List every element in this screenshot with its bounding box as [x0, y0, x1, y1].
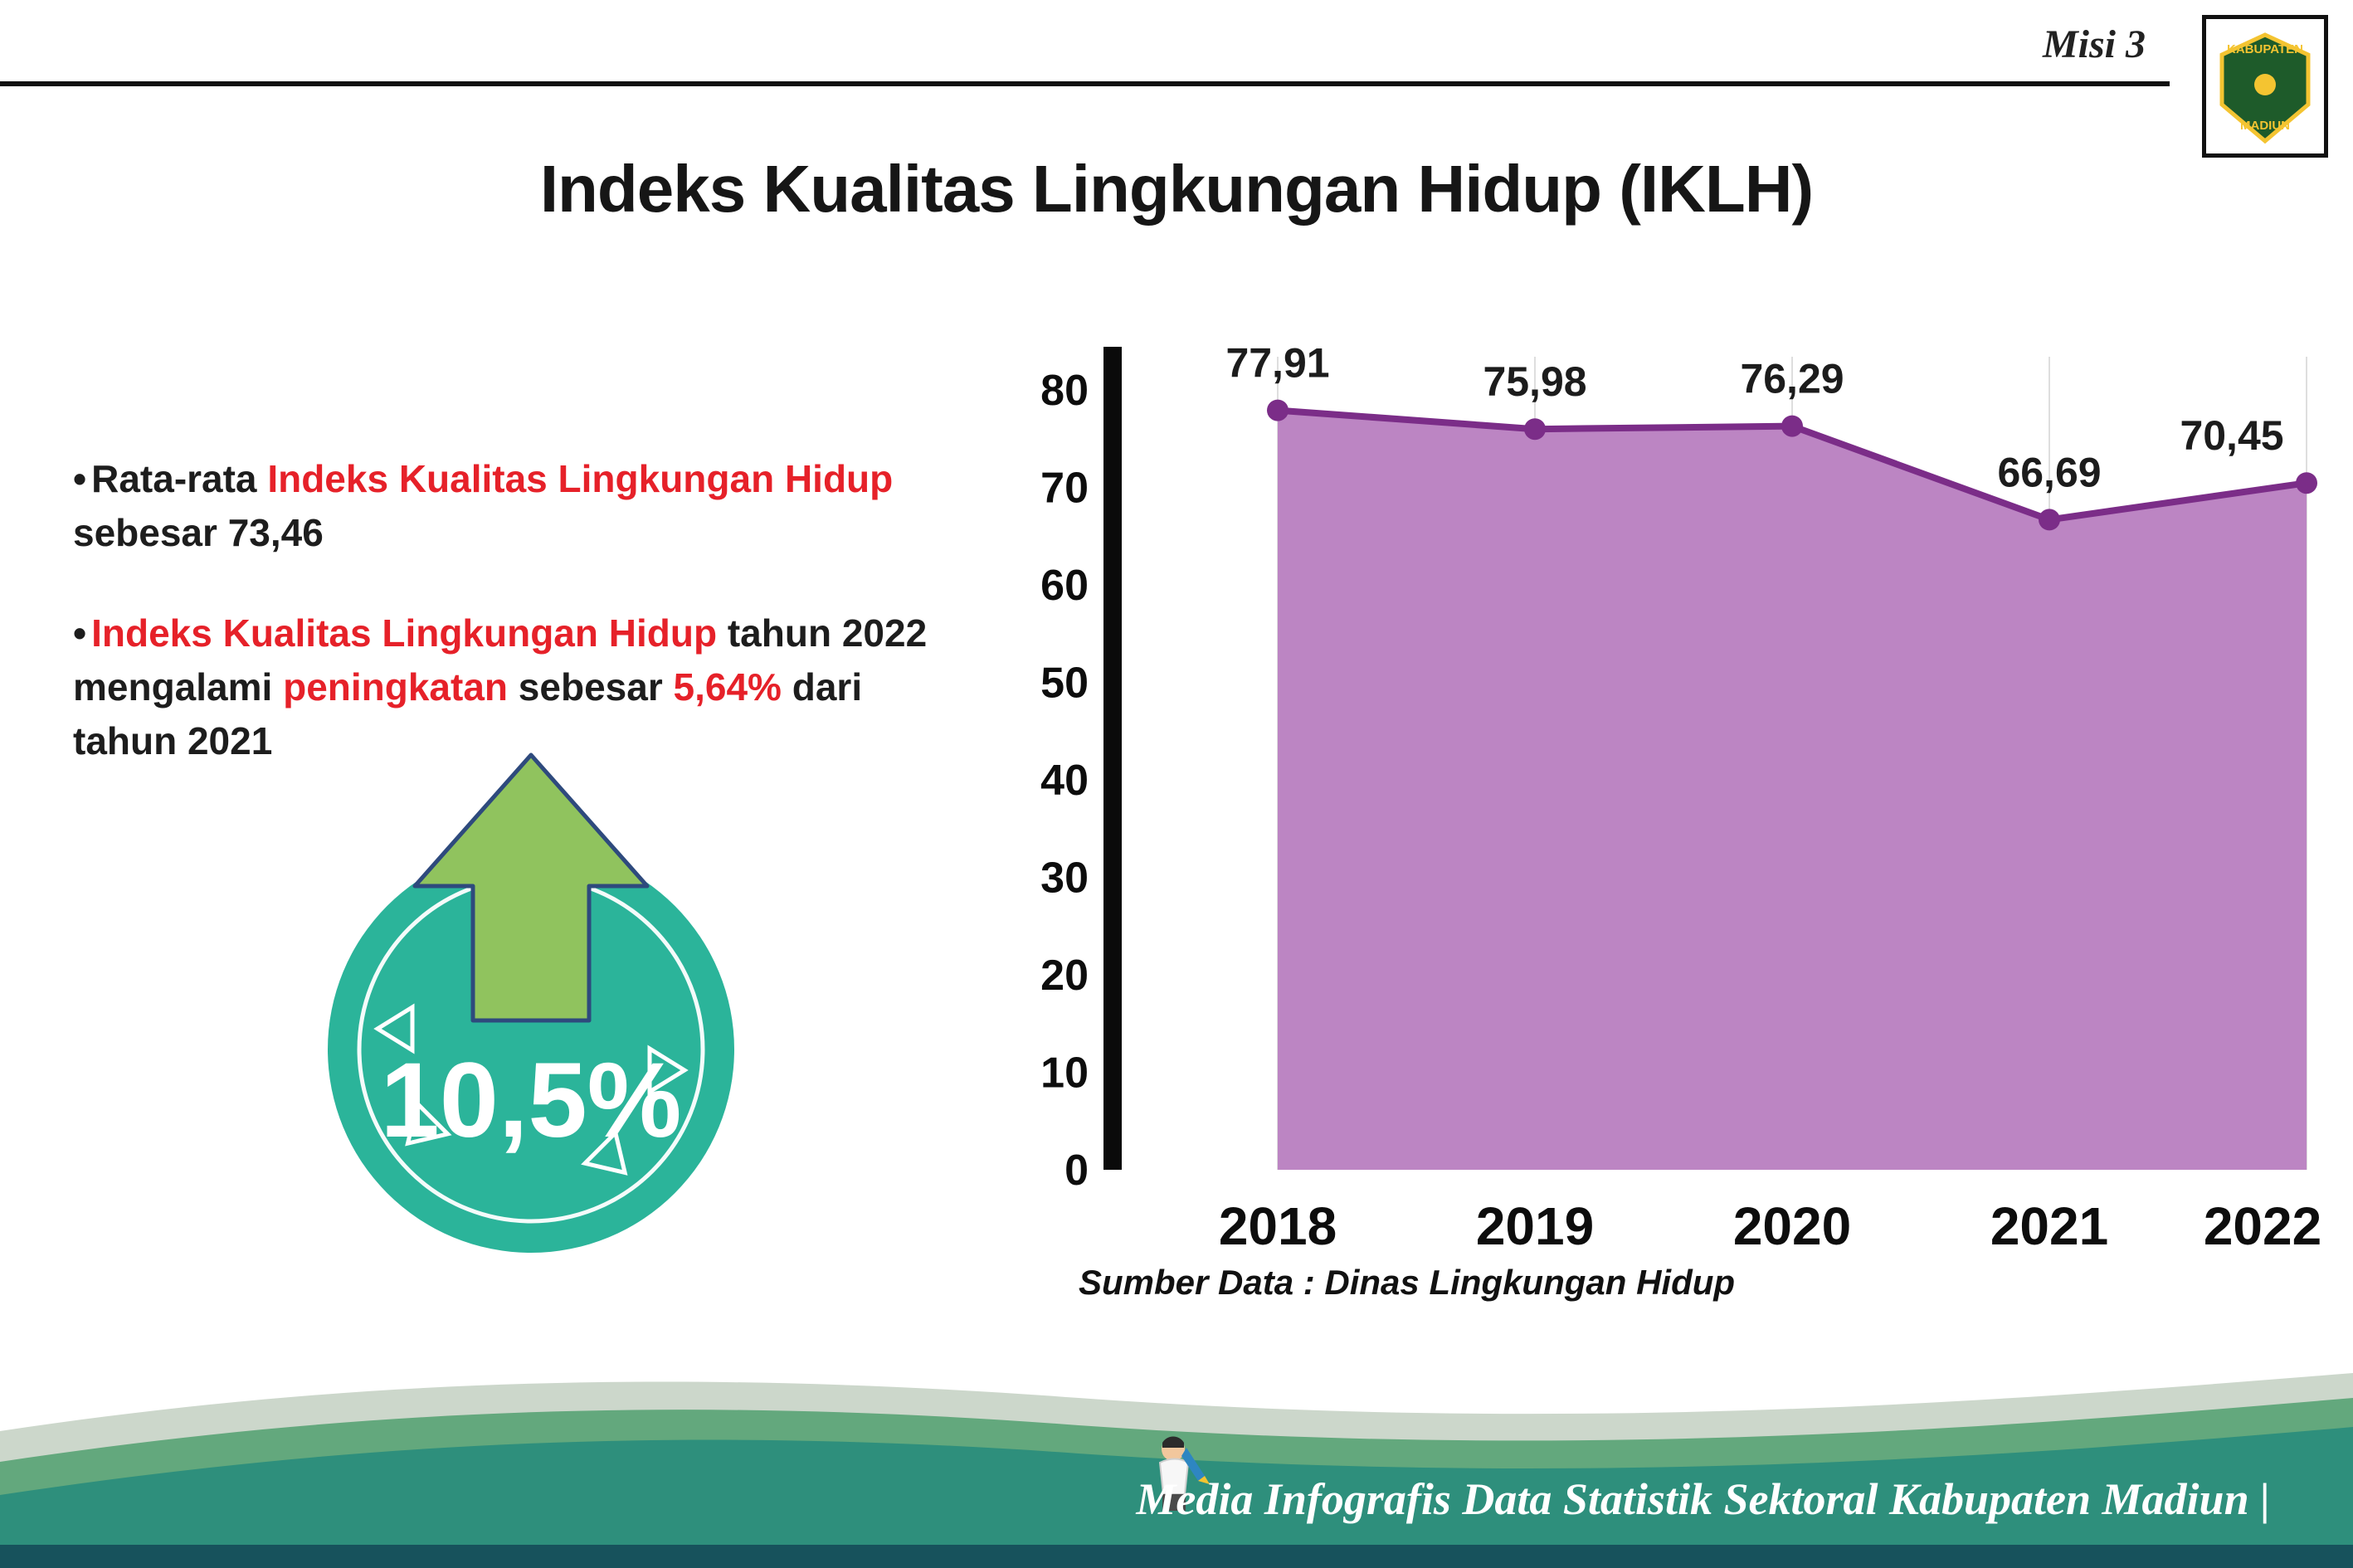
insight-average-iklh: • Rata-rata Indeks Kualitas Lingkungan Hi… [73, 452, 961, 561]
bullet-marker: • [73, 457, 87, 500]
x-tick-label-2020: 2020 [1733, 1196, 1851, 1256]
data-point-2019 [1524, 418, 1546, 441]
chart-source: Sumber Data : Dinas Lingkungan Hidup [1079, 1263, 1736, 1302]
value-label-2020: 76,29 [1740, 356, 1844, 402]
badge-value: 10,5% [381, 1041, 682, 1160]
misi-label: Misi 3 [2042, 22, 2146, 66]
data-point-2020 [1781, 415, 1803, 437]
y-tick-label: 50 [1040, 660, 1089, 708]
insight2-seg6: dari tahun 2021 [73, 665, 863, 763]
y-tick-label: 80 [1040, 367, 1089, 415]
y-tick-label: 0 [1064, 1147, 1089, 1195]
data-point-2018 [1267, 399, 1289, 421]
footer-bottom-strip [0, 1545, 2353, 1568]
value-label-2019: 75,98 [1483, 358, 1586, 405]
data-point-2022 [2296, 472, 2317, 494]
logo-bottom-text: MADIUN [2240, 119, 2290, 133]
insight2-seg4: sebesar [508, 665, 674, 709]
x-tick-label-2021: 2021 [1990, 1196, 2108, 1256]
up-arrow-icon [412, 752, 650, 1023]
x-tick-label-2018: 2018 [1219, 1196, 1337, 1256]
badge-tick-bottom-right [581, 1128, 628, 1176]
insight1-seg3: sebesar 73,46 [73, 511, 324, 555]
insight1-seg1: Rata-rata [91, 457, 268, 500]
insight2-seg5: 5,64% [673, 665, 782, 709]
value-label-2022: 70,45 [2180, 412, 2283, 459]
y-tick-label: 30 [1040, 855, 1089, 903]
insight2-seg2: tahun 2022 mengalami [73, 611, 928, 709]
insight2-seg1: Indeks Kualitas Lingkungan Hidup [91, 611, 718, 655]
insight-2022-increase: • Indeks Kualitas Lingkungan Hidup tahun … [73, 606, 961, 769]
logo-top-text: KABUPATEN [2227, 42, 2303, 56]
page-title: Indeks Kualitas Lingkungan Hidup (IKLH) [539, 151, 1814, 226]
x-tick-label-2022: 2022 [2204, 1196, 2321, 1256]
kabupaten-madiun-logo: KABUPATEN MADIUN [2202, 15, 2328, 158]
increase-badge: 10,5% [319, 747, 743, 1261]
y-tick-label: 40 [1040, 757, 1089, 805]
area-fill [1278, 410, 2307, 1171]
iklh-area-chart: 0 10 20 30 40 50 60 70 80 77,91 75,98 76,29 66,69 70,… [1040, 340, 2321, 1256]
value-label-2021: 66,69 [1997, 449, 2101, 495]
bullet-marker: • [73, 611, 87, 655]
insights-block: • Rata-rata Indeks Kualitas Lingkungan Hi… [73, 452, 961, 815]
y-tick-label: 60 [1040, 562, 1089, 610]
badge-tick-bottom-left [405, 1099, 452, 1147]
x-tick-label-2019: 2019 [1476, 1196, 1594, 1256]
logo-star [2254, 74, 2276, 95]
y-tick-label: 20 [1040, 952, 1089, 1000]
mascot-icon [1158, 1436, 1210, 1511]
value-label-2018: 77,91 [1225, 340, 1329, 387]
badge-tick-left [373, 1003, 415, 1054]
insight2-seg3: peningkatan [283, 665, 509, 709]
iklh-chart: 0 10 20 30 40 50 60 70 80 77,91 75,98 76,29 66,69 70,… [1029, 299, 2340, 1269]
footer-credit: Media Infografis Data Statistik Sektoral… [1136, 1474, 2270, 1524]
y-tick-label: 10 [1040, 1049, 1089, 1098]
data-point-2021 [2039, 509, 2060, 531]
header-divider [0, 81, 2170, 86]
badge-circle [328, 846, 734, 1253]
y-tick-label: 70 [1040, 465, 1089, 513]
y-axis-bar [1103, 347, 1122, 1170]
plot-layer: 0 10 20 30 40 50 60 70 80 77,91 75,98 76,29 66,69 70,… [1040, 340, 2321, 1256]
insight1-seg2: Indeks Kualitas Lingkungan Hidup [267, 457, 894, 500]
badge-tick-right [647, 1045, 689, 1096]
logo-crest-icon: KABUPATEN MADIUN [2219, 32, 2311, 144]
